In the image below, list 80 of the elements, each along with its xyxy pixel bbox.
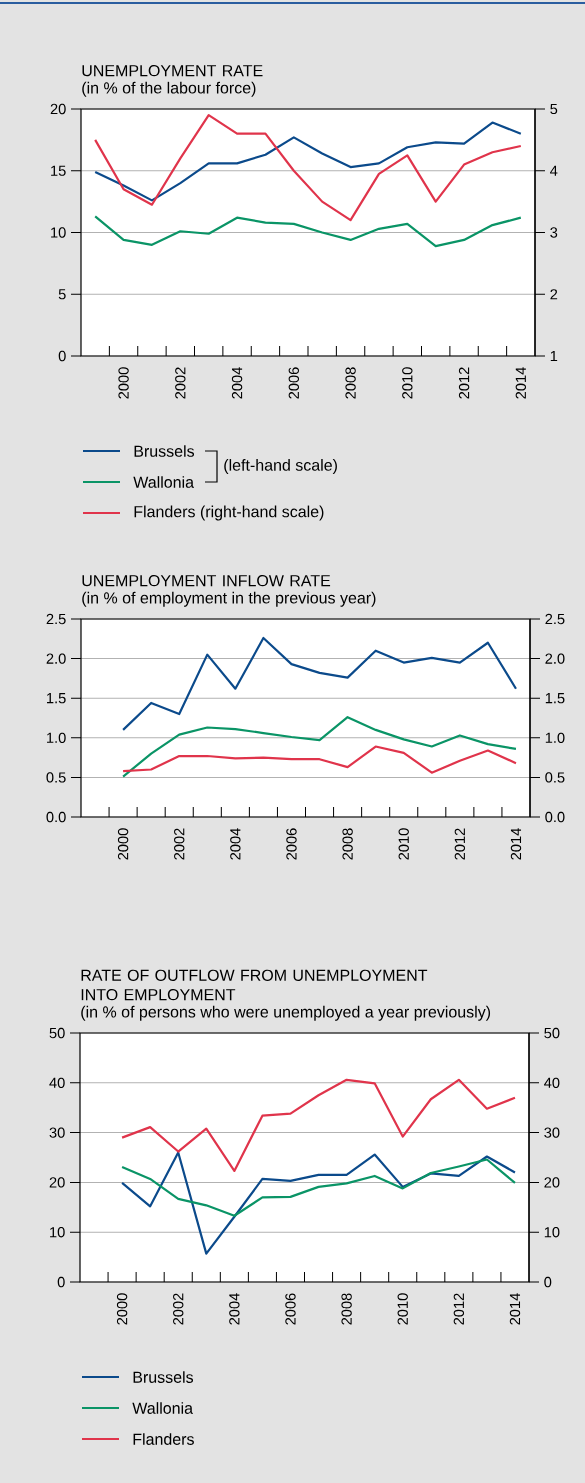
x-tick-label: 2012 [453,1293,465,1325]
y2-tick-label: 0.5 [545,772,565,783]
y-tick-label: 40 [49,1077,65,1089]
x-tick-label: 2010 [397,1293,408,1325]
legend-label: Brussels [133,1371,194,1383]
y-tick-label: 50 [49,1027,65,1039]
y-tick-label: 5 [58,289,66,300]
y2-tick-label: 1.5 [545,693,565,704]
x-tick-label: 2002 [174,828,185,860]
x-tick-label: 2008 [342,828,353,860]
chart-subtitle: (in % of the labour force) [82,81,256,97]
y2-tick-label: 10 [544,1227,560,1238]
line-series [122,716,518,778]
x-tick-label: 2006 [285,1293,296,1325]
legend-label: Flanders (right-hand scale) [134,505,324,521]
x-tick-label: 2004 [230,828,241,860]
y-tick-label: 10 [50,1227,65,1238]
y-tick-label: 2.5 [46,613,66,625]
x-tick-label: 2006 [286,828,297,860]
y2-tick-label: 2.5 [545,613,565,625]
line-series [121,1078,517,1173]
x-tick-label: 2002 [173,1293,184,1325]
x-tick-label: 2000 [116,1293,128,1325]
y-tick-label: 1.0 [47,732,66,743]
line-series [94,114,522,222]
y-tick-label: 1.5 [47,693,66,704]
legend-label: Wallonia [133,476,195,488]
x-tick-label: 2014 [510,828,522,860]
legend-label: Wallonia [132,1402,194,1414]
x-tick-label: 2006 [288,367,300,399]
y2-tick-label: 50 [544,1027,560,1039]
x-tick-label: 2000 [117,828,129,860]
x-tick-label: 2002 [175,367,186,399]
line-series [121,1158,517,1217]
y-tick-label: 2.0 [46,653,66,664]
y-tick-label: 0.5 [46,772,66,783]
y-tick-label: 0 [58,350,66,362]
y-tick-label: 15 [51,165,66,176]
line-series [94,215,522,248]
x-tick-label: 2004 [229,1293,240,1325]
y2-tick-label: 0 [544,1276,552,1288]
y2-tick-label: 1.0 [545,732,565,743]
line-series [121,1151,517,1255]
y2-tick-label: 0.0 [545,811,565,823]
y-tick-label: 20 [49,1177,65,1188]
y2-tick-label: 40 [544,1077,560,1089]
line-series [94,121,522,202]
legend-label: Flanders [133,1433,194,1445]
y-tick-label: 0 [57,1276,65,1288]
chart-title: RATE OF OUTFLOW FROM UNEMPLOYMENT INTO EMPLOYMENT [81,969,428,1001]
y2-tick-label: 2 [550,289,558,300]
x-tick-label: 2004 [231,367,243,399]
x-tick-label: 2014 [509,1293,521,1325]
y2-tick-label: 2.0 [545,653,565,664]
y-tick-label: 30 [49,1127,65,1138]
chart-title: UNEMPLOYMENT INFLOW RATE [82,574,331,587]
x-tick-label: 2008 [345,367,356,399]
x-tick-label: 2014 [515,367,527,399]
y-tick-label: 10 [51,227,66,238]
x-tick-label: 2012 [458,367,470,399]
x-tick-label: 2000 [118,367,129,399]
y2-tick-label: 30 [544,1127,560,1138]
x-tick-label: 2010 [398,828,409,860]
x-tick-label: 2012 [454,828,466,860]
chart-subtitle: (in % of employment in the previous year) [82,591,376,607]
y2-tick-label: 5 [550,103,558,115]
y2-tick-label: 20 [544,1177,560,1188]
chart-subtitle: (in % of persons who were unemployed a year previously) [81,1005,491,1021]
y2-tick-label: 1 [550,350,558,362]
y2-tick-label: 3 [550,227,558,238]
x-tick-label: 2008 [341,1293,352,1325]
line-series [122,636,518,731]
x-tick-label: 2010 [402,367,413,399]
y2-tick-label: 4 [550,165,558,176]
y-tick-label: 0.0 [46,811,66,823]
text: (left-hand scale) [224,459,337,474]
line-series [122,745,518,774]
y-tick-label: 20 [50,103,66,115]
legend-label: Brussels [134,445,195,457]
chart-title: UNEMPLOYMENT RATE [82,64,263,77]
